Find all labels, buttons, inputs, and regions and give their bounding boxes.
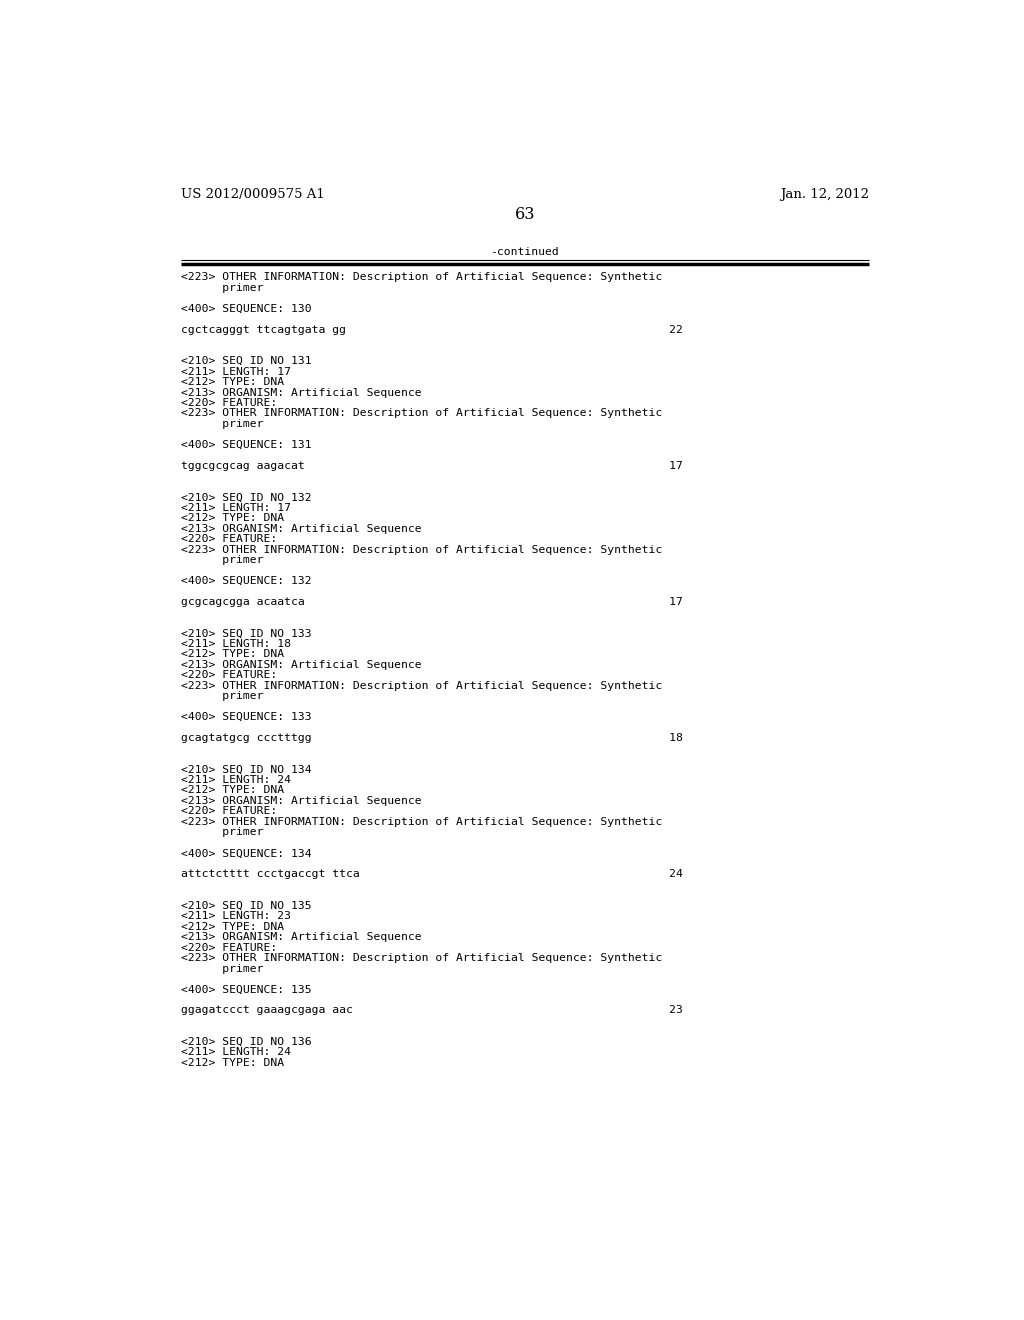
Text: <223> OTHER INFORMATION: Description of Artificial Sequence: Synthetic: <223> OTHER INFORMATION: Description of …: [180, 408, 662, 418]
Text: <211> LENGTH: 17: <211> LENGTH: 17: [180, 367, 291, 376]
Text: primer: primer: [180, 828, 263, 837]
Text: <220> FEATURE:: <220> FEATURE:: [180, 671, 276, 680]
Text: Jan. 12, 2012: Jan. 12, 2012: [780, 187, 869, 201]
Text: <211> LENGTH: 17: <211> LENGTH: 17: [180, 503, 291, 512]
Text: 63: 63: [514, 206, 536, 223]
Text: primer: primer: [180, 964, 263, 974]
Text: <213> ORGANISM: Artificial Sequence: <213> ORGANISM: Artificial Sequence: [180, 524, 421, 533]
Text: <220> FEATURE:: <220> FEATURE:: [180, 399, 276, 408]
Text: <220> FEATURE:: <220> FEATURE:: [180, 535, 276, 544]
Text: <220> FEATURE:: <220> FEATURE:: [180, 942, 276, 953]
Text: <400> SEQUENCE: 135: <400> SEQUENCE: 135: [180, 985, 311, 994]
Text: <400> SEQUENCE: 131: <400> SEQUENCE: 131: [180, 440, 311, 450]
Text: <223> OTHER INFORMATION: Description of Artificial Sequence: Synthetic: <223> OTHER INFORMATION: Description of …: [180, 817, 662, 826]
Text: <213> ORGANISM: Artificial Sequence: <213> ORGANISM: Artificial Sequence: [180, 388, 421, 397]
Text: <212> TYPE: DNA: <212> TYPE: DNA: [180, 513, 284, 523]
Text: <211> LENGTH: 18: <211> LENGTH: 18: [180, 639, 291, 649]
Text: US 2012/0009575 A1: US 2012/0009575 A1: [180, 187, 325, 201]
Text: <212> TYPE: DNA: <212> TYPE: DNA: [180, 785, 284, 796]
Text: <211> LENGTH: 23: <211> LENGTH: 23: [180, 911, 291, 921]
Text: <223> OTHER INFORMATION: Description of Artificial Sequence: Synthetic: <223> OTHER INFORMATION: Description of …: [180, 272, 662, 282]
Text: <210> SEQ ID NO 135: <210> SEQ ID NO 135: [180, 900, 311, 911]
Text: <223> OTHER INFORMATION: Description of Artificial Sequence: Synthetic: <223> OTHER INFORMATION: Description of …: [180, 953, 662, 964]
Text: <210> SEQ ID NO 136: <210> SEQ ID NO 136: [180, 1036, 311, 1047]
Text: <213> ORGANISM: Artificial Sequence: <213> ORGANISM: Artificial Sequence: [180, 932, 421, 942]
Text: gcgcagcgga acaatca                                                     17: gcgcagcgga acaatca 17: [180, 597, 683, 607]
Text: primer: primer: [180, 692, 263, 701]
Text: <212> TYPE: DNA: <212> TYPE: DNA: [180, 1057, 284, 1068]
Text: gcagtatgcg ccctttgg                                                    18: gcagtatgcg ccctttgg 18: [180, 733, 683, 743]
Text: <400> SEQUENCE: 134: <400> SEQUENCE: 134: [180, 849, 311, 858]
Text: <400> SEQUENCE: 130: <400> SEQUENCE: 130: [180, 304, 311, 314]
Text: <223> OTHER INFORMATION: Description of Artificial Sequence: Synthetic: <223> OTHER INFORMATION: Description of …: [180, 545, 662, 554]
Text: <210> SEQ ID NO 131: <210> SEQ ID NO 131: [180, 356, 311, 366]
Text: <400> SEQUENCE: 133: <400> SEQUENCE: 133: [180, 713, 311, 722]
Text: <212> TYPE: DNA: <212> TYPE: DNA: [180, 378, 284, 387]
Text: tggcgcgcag aagacat                                                     17: tggcgcgcag aagacat 17: [180, 461, 683, 471]
Text: ggagatccct gaaagcgaga aac                                              23: ggagatccct gaaagcgaga aac 23: [180, 1006, 683, 1015]
Text: <212> TYPE: DNA: <212> TYPE: DNA: [180, 649, 284, 660]
Text: <212> TYPE: DNA: <212> TYPE: DNA: [180, 921, 284, 932]
Text: primer: primer: [180, 556, 263, 565]
Text: <210> SEQ ID NO 133: <210> SEQ ID NO 133: [180, 628, 311, 639]
Text: primer: primer: [180, 282, 263, 293]
Text: <223> OTHER INFORMATION: Description of Artificial Sequence: Synthetic: <223> OTHER INFORMATION: Description of …: [180, 681, 662, 690]
Text: <211> LENGTH: 24: <211> LENGTH: 24: [180, 1047, 291, 1057]
Text: <210> SEQ ID NO 132: <210> SEQ ID NO 132: [180, 492, 311, 503]
Text: <213> ORGANISM: Artificial Sequence: <213> ORGANISM: Artificial Sequence: [180, 660, 421, 669]
Text: cgctcagggt ttcagtgata gg                                               22: cgctcagggt ttcagtgata gg 22: [180, 325, 683, 335]
Text: <220> FEATURE:: <220> FEATURE:: [180, 807, 276, 817]
Text: primer: primer: [180, 418, 263, 429]
Text: attctctttt ccctgaccgt ttca                                             24: attctctttt ccctgaccgt ttca 24: [180, 870, 683, 879]
Text: <211> LENGTH: 24: <211> LENGTH: 24: [180, 775, 291, 785]
Text: <210> SEQ ID NO 134: <210> SEQ ID NO 134: [180, 764, 311, 775]
Text: -continued: -continued: [490, 247, 559, 257]
Text: <400> SEQUENCE: 132: <400> SEQUENCE: 132: [180, 576, 311, 586]
Text: <213> ORGANISM: Artificial Sequence: <213> ORGANISM: Artificial Sequence: [180, 796, 421, 807]
